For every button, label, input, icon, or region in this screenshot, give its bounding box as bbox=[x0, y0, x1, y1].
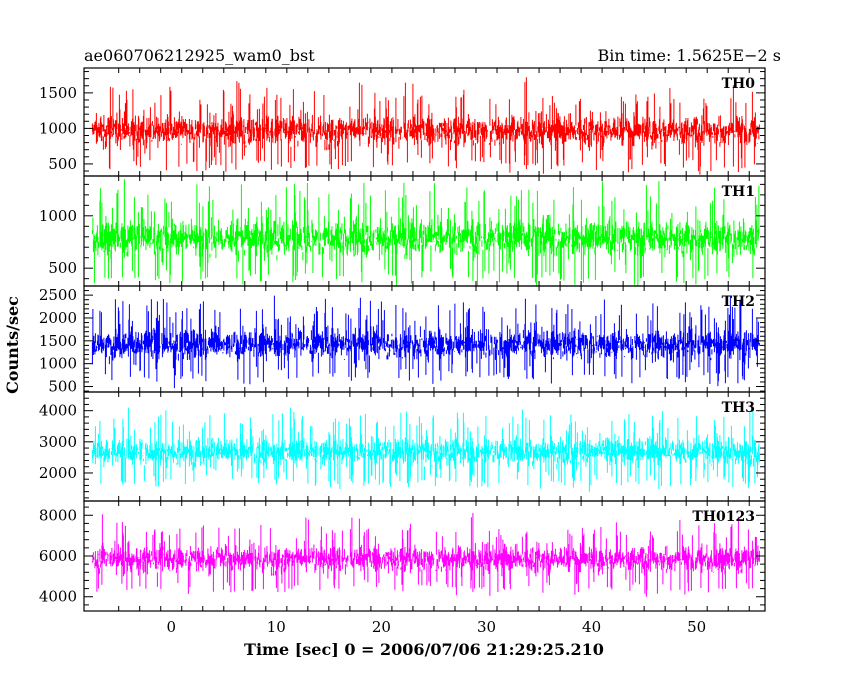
panel-th1: 500 1000 TH1 bbox=[39, 175, 766, 287]
y-tick-label: 4000 bbox=[39, 402, 77, 420]
x-tick-label: 20 bbox=[372, 618, 391, 636]
series-th0123 bbox=[91, 513, 760, 597]
series-th2 bbox=[91, 295, 760, 389]
panel-frame bbox=[83, 67, 766, 177]
series-th0 bbox=[91, 77, 760, 175]
y-tick-label: 4000 bbox=[39, 588, 77, 606]
y-tick-label: 1500 bbox=[39, 332, 77, 350]
y-tick-label: 500 bbox=[48, 378, 77, 396]
y-tick-label: 2000 bbox=[39, 464, 77, 482]
y-tick-label: 2000 bbox=[39, 309, 77, 327]
x-tick-label: 0 bbox=[166, 618, 176, 636]
y-tick-label: 500 bbox=[48, 155, 77, 173]
panel-th0: 500 1000 1500 TH0 bbox=[39, 67, 766, 177]
y-tick-label: 500 bbox=[48, 259, 77, 277]
panel-label-th3: TH3 bbox=[722, 400, 755, 416]
panel-label-th0123: TH0123 bbox=[692, 509, 755, 525]
x-tick-label: 10 bbox=[267, 618, 286, 636]
y-tick-label: 2500 bbox=[39, 286, 77, 304]
y-tick-label: 1000 bbox=[39, 355, 77, 373]
y-tick-label: 6000 bbox=[39, 547, 77, 565]
x-axis-label: Time [sec] 0 = 2006/07/06 21:29:25.210 bbox=[244, 640, 604, 659]
x-tick-label: 40 bbox=[582, 618, 601, 636]
panel-th3: 2000 3000 4000 TH3 bbox=[39, 391, 766, 502]
panel-th0123: 4000 6000 8000 TH0123 bbox=[39, 500, 766, 612]
y-tick-label: 1000 bbox=[39, 119, 77, 137]
series-th1 bbox=[91, 179, 760, 286]
chart-title-left: ae060706212925_wam0_bst bbox=[84, 46, 315, 65]
x-tick-label: 50 bbox=[687, 618, 706, 636]
panel-label-th0: TH0 bbox=[722, 76, 756, 92]
x-axis: 0 10 20 30 40 50 bbox=[166, 618, 706, 636]
y-tick-label: 1500 bbox=[39, 84, 77, 102]
chart-title-right: Bin time: 1.5625E−2 s bbox=[598, 46, 781, 65]
panel-th2: 500 1000 1500 2000 2500 TH2 bbox=[39, 285, 766, 396]
y-tick-label: 1000 bbox=[39, 207, 77, 225]
y-tick-label: 8000 bbox=[39, 506, 77, 524]
panel-label-th1: TH1 bbox=[722, 184, 755, 200]
series-th3 bbox=[91, 407, 760, 492]
y-tick-label: 3000 bbox=[39, 433, 77, 451]
x-tick-label: 30 bbox=[477, 618, 496, 636]
panel-label-th2: TH2 bbox=[722, 294, 755, 310]
y-axis-label: Counts/sec bbox=[3, 296, 22, 394]
